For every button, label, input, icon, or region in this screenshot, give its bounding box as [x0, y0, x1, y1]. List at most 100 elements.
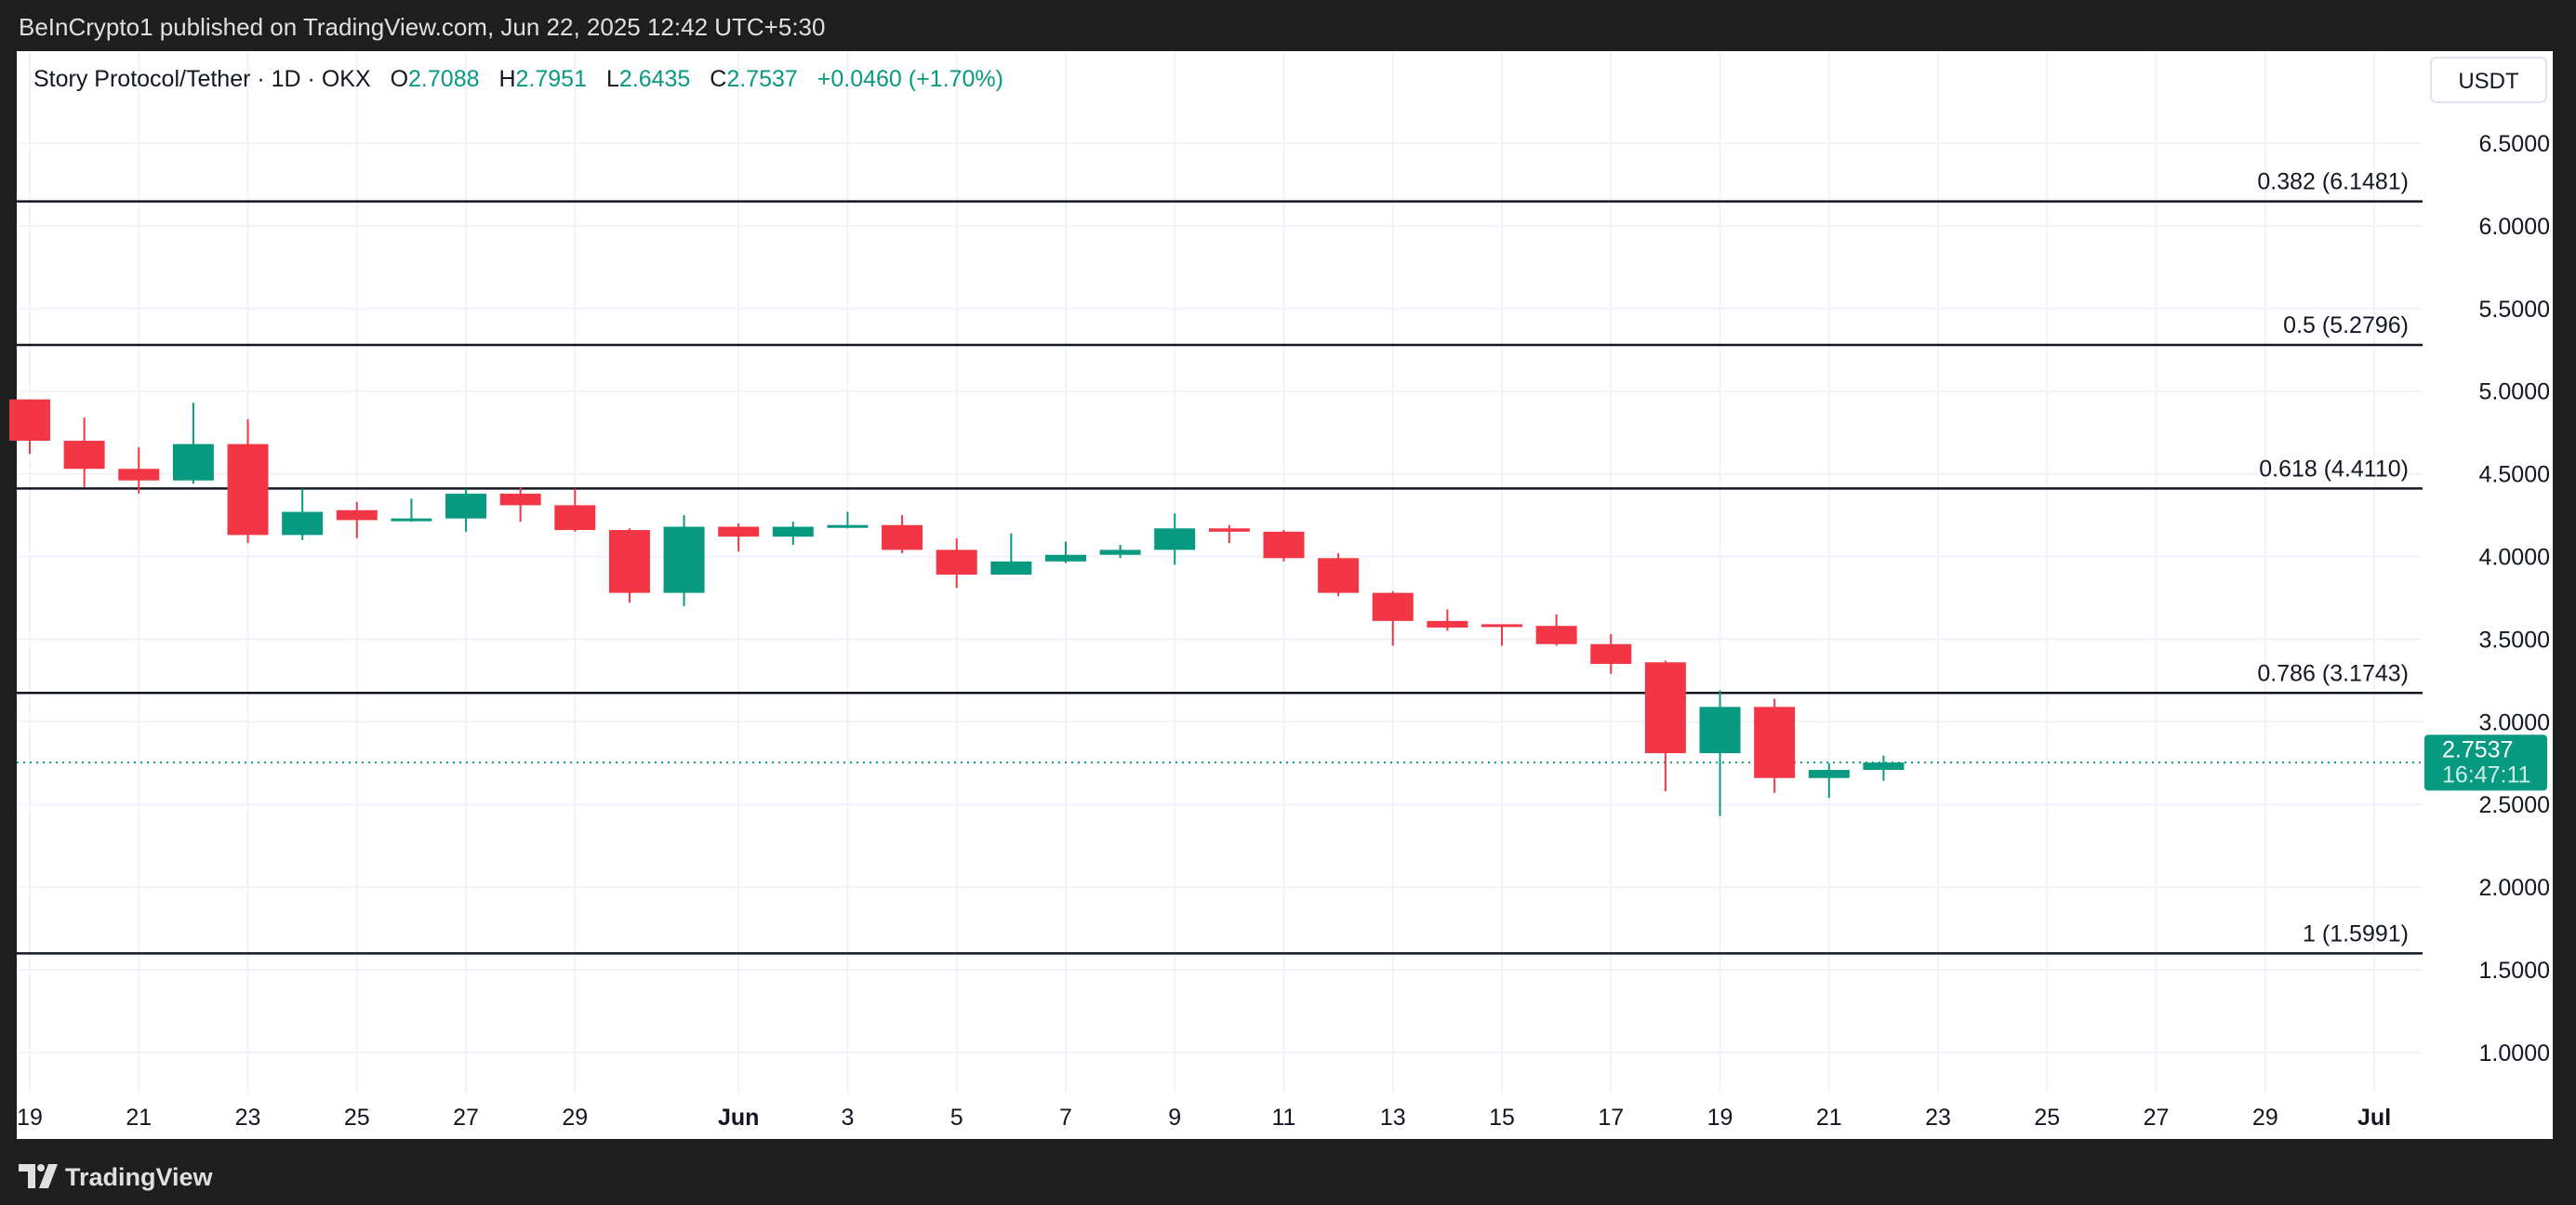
candle-body	[936, 550, 977, 576]
currency-button[interactable]: USDT	[2430, 57, 2547, 103]
tradingview-logo-icon	[19, 1164, 58, 1188]
candle-body	[1372, 592, 1414, 621]
price-tick-label: 6.5000	[2479, 131, 2550, 157]
candle	[663, 515, 705, 606]
candle-body	[445, 493, 487, 519]
candle	[172, 403, 214, 484]
time-tick-label: 23	[235, 1105, 261, 1131]
time-tick-label: Jun	[718, 1105, 759, 1131]
candle-body	[1590, 643, 1632, 665]
candle	[499, 486, 541, 523]
candle	[1644, 660, 1686, 791]
ohlc-legend: Story Protocol/Tether · 1D · OKX O2.7088…	[33, 66, 1003, 92]
candle	[1372, 590, 1414, 646]
candle	[227, 418, 269, 544]
time-tick-label: 21	[1816, 1105, 1842, 1131]
price-tick-label: 5.5000	[2479, 297, 2550, 323]
candle	[1044, 541, 1086, 563]
candle	[936, 537, 977, 589]
time-tick-label: Jul	[2357, 1105, 2391, 1131]
fib-levels: 0.382 (6.1481) 0.5 (5.2796) 0.618 (4.4110)…	[17, 169, 2423, 955]
time-tick-label: 9	[1168, 1105, 1181, 1131]
candle-body	[663, 526, 705, 593]
candle	[1754, 698, 1796, 793]
price-tick-label: 1.0000	[2479, 1040, 2550, 1066]
time-axis[interactable]: 19 21 23 25 27 29 Jun 3 5 7 9 11 13 15 17 19 21 23 25 27 29 J…	[17, 1105, 2391, 1131]
candle	[1699, 690, 1741, 816]
price-tick-label: 4.5000	[2479, 462, 2550, 488]
candle-body	[227, 444, 269, 536]
svg-text:USDT: USDT	[2458, 69, 2519, 94]
candle	[1590, 634, 1632, 674]
candle	[1808, 762, 1850, 799]
candle-body	[1481, 624, 1523, 628]
fib-label: 1 (1.5991)	[2303, 920, 2409, 947]
price-tick-label: 2.5000	[2479, 792, 2550, 818]
candle-body	[827, 524, 869, 528]
price-tick-label: 3.0000	[2479, 709, 2550, 735]
fib-label: 0.5 (5.2796)	[2283, 312, 2409, 338]
time-tick-label: 25	[344, 1105, 370, 1131]
price-tick-label: 4.0000	[2479, 545, 2550, 571]
time-tick-label: 29	[2252, 1105, 2278, 1131]
candle-body	[990, 561, 1032, 576]
time-tick-label: 27	[453, 1105, 479, 1131]
candle	[608, 528, 650, 603]
time-tick-label: 21	[126, 1105, 152, 1131]
candle-body	[1044, 554, 1086, 562]
candle	[1863, 755, 1905, 781]
candle	[1481, 624, 1523, 646]
fib-label: 0.618 (4.4110)	[2259, 456, 2409, 482]
candle	[282, 488, 324, 540]
candle	[882, 515, 923, 553]
fib-label: 0.786 (3.1743)	[2257, 660, 2409, 686]
candle	[990, 533, 1032, 576]
candle-body	[282, 511, 324, 536]
tradingview-logo[interactable]: TradingView	[19, 1163, 214, 1191]
fib-label: 0.382 (6.1481)	[2257, 169, 2409, 195]
time-tick-label: 15	[1489, 1105, 1515, 1131]
candle	[554, 488, 596, 532]
candle-body	[391, 518, 432, 522]
candle-body	[608, 530, 650, 593]
candle-body	[882, 524, 923, 550]
candle-body	[1427, 620, 1468, 628]
candle-body	[1208, 528, 1250, 532]
change: +0.0460 (+1.70%)	[817, 66, 1003, 92]
candle-body	[63, 441, 105, 470]
candle-body	[172, 444, 214, 481]
candle	[1208, 524, 1250, 544]
price-tick-label: 1.5000	[2479, 958, 2550, 984]
candle-body	[1099, 550, 1141, 555]
chart-panel[interactable]	[17, 51, 2553, 1139]
candle-body	[1263, 531, 1305, 559]
candle	[1154, 513, 1196, 565]
candle-body	[1318, 558, 1360, 593]
time-tick-label: 5	[950, 1105, 963, 1131]
candle	[9, 399, 50, 455]
candle-body	[336, 510, 378, 521]
candle-body	[1754, 707, 1796, 778]
price-axis[interactable]: 6.5000 6.0000 5.5000 5.0000 4.5000 4.0000 3.50…	[2479, 131, 2550, 1066]
bar-countdown: 16:47:11	[2442, 761, 2530, 788]
candle-body	[499, 493, 541, 506]
publish-line: BeInCrypto1 published on TradingView.com…	[19, 13, 825, 41]
candle	[1263, 530, 1305, 562]
time-tick-label: 27	[2144, 1105, 2170, 1131]
time-tick-label: 19	[17, 1105, 43, 1131]
last-price-badge: 2.7537 16:47:11	[2424, 735, 2547, 791]
time-tick-label: 11	[1272, 1105, 1296, 1131]
candle	[63, 417, 105, 487]
candle	[118, 447, 160, 494]
time-tick-label: 13	[1380, 1105, 1406, 1131]
price-tick-label: 2.0000	[2479, 875, 2550, 901]
price-tick-label: 5.0000	[2479, 379, 2550, 405]
candle	[718, 523, 760, 552]
candle	[1318, 552, 1360, 597]
price-tick-label: 6.0000	[2479, 214, 2550, 240]
time-tick-label: 3	[841, 1105, 854, 1131]
candle	[772, 522, 814, 546]
time-tick-label: 17	[1598, 1105, 1624, 1131]
grid	[17, 51, 2423, 1092]
